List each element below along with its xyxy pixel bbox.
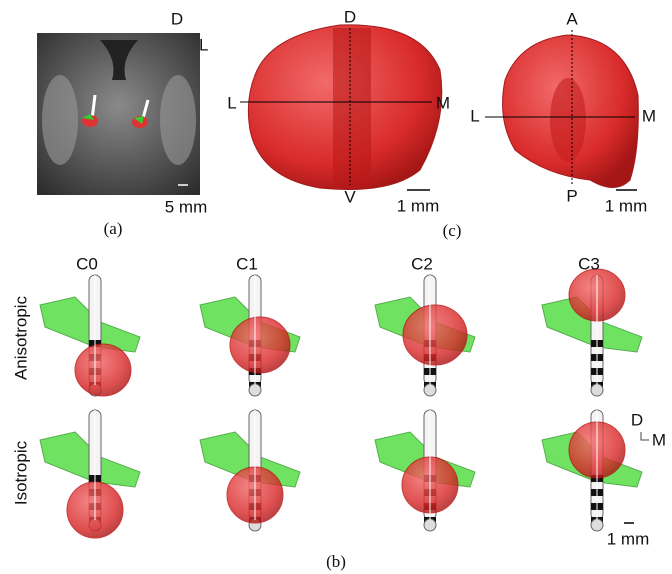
scale-label: 1 mm <box>607 529 650 548</box>
orient-label: A <box>566 9 578 28</box>
lead-tip <box>249 384 261 396</box>
orient-label: M <box>652 430 666 449</box>
column-label: C1 <box>236 254 258 273</box>
vta-volume <box>75 344 131 396</box>
vta-volume <box>403 305 467 365</box>
orient-label: L <box>227 93 236 112</box>
orientation-mark <box>641 432 649 440</box>
lead-tip <box>591 519 603 531</box>
orient-label: V <box>344 187 356 206</box>
electrode-band <box>333 28 371 188</box>
column-label: C0 <box>76 254 98 273</box>
caption: (a) <box>104 219 123 238</box>
scale-label: 1 mm <box>605 196 648 215</box>
orient-label: D <box>171 9 183 28</box>
tissue <box>42 75 78 165</box>
scale-label: 1 mm <box>397 196 440 215</box>
caption: (b) <box>326 552 346 571</box>
model-grid <box>40 269 642 538</box>
electrode-section <box>550 78 586 162</box>
orient-label: L <box>470 106 479 125</box>
orient-label: L <box>199 35 208 54</box>
orient-label: D <box>631 410 643 429</box>
orient-label: P <box>566 186 577 205</box>
orient-label: D <box>344 7 356 26</box>
caption: (c) <box>443 221 462 240</box>
row-label: Isotropic <box>11 440 30 505</box>
orient-label: M <box>642 106 656 125</box>
tissue <box>160 75 196 165</box>
scale-label: 5 mm <box>165 197 208 216</box>
column-label: C3 <box>578 254 600 273</box>
figure: D L 5 mm (a) D L M V 1 mm A L M P 1 mm (… <box>0 0 672 574</box>
row-label: Anisotropic <box>11 295 30 380</box>
vta-volume <box>230 317 290 373</box>
lead-tip <box>424 519 436 531</box>
page: {"panel_a": {"orientation": {"up": "D", … <box>0 0 672 574</box>
column-label: C2 <box>411 254 433 273</box>
lead-tip <box>591 384 603 396</box>
lead-tip <box>424 384 436 396</box>
orient-label: M <box>436 93 450 112</box>
